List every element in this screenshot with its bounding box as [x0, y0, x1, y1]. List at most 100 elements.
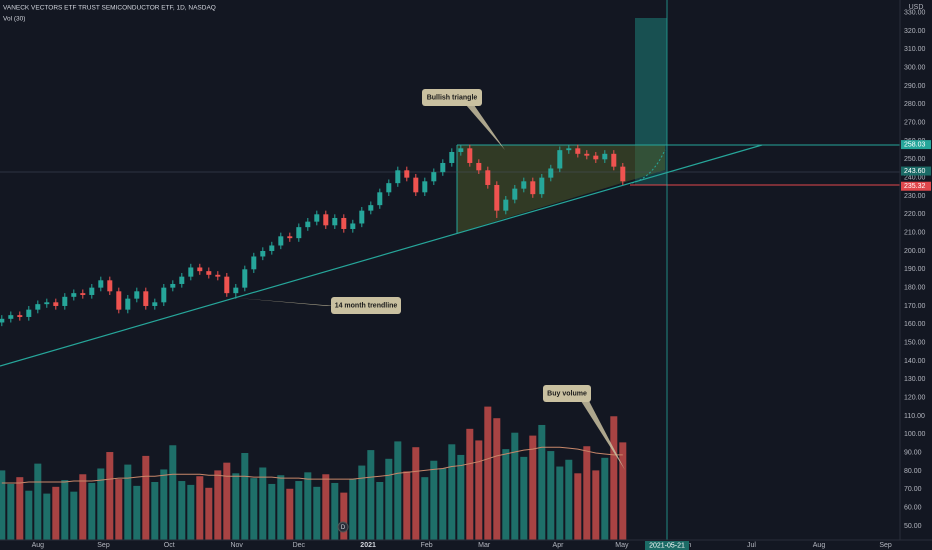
volume-bar: [430, 460, 438, 540]
volume-bar: [52, 486, 60, 540]
candle-body: [530, 181, 536, 195]
y-tick-label: 150.00: [904, 339, 926, 346]
volume-bar: [547, 451, 555, 540]
y-tick-label: 330.00: [904, 9, 926, 16]
y-tick-label: 140.00: [904, 358, 926, 365]
volume-bar: [484, 406, 492, 540]
y-tick-label: 200.00: [904, 248, 926, 255]
volume-bar: [403, 471, 411, 540]
volume-bar: [142, 455, 150, 540]
candle-body: [413, 177, 419, 193]
candle-body: [269, 245, 275, 251]
volume-bar: [241, 453, 249, 540]
y-tick-label: 50.00: [904, 523, 922, 530]
candle-body: [260, 250, 266, 257]
volume-bar: [169, 445, 177, 540]
y-tick-label: 120.00: [904, 394, 926, 401]
x-tick-label: Feb: [421, 542, 433, 549]
y-tick-label: 130.00: [904, 376, 926, 383]
volume-bar: [151, 482, 159, 540]
candle-body: [35, 304, 41, 310]
candle-body: [548, 168, 554, 178]
volume-bar: [583, 446, 591, 540]
y-tick-label: 90.00: [904, 449, 922, 456]
volume-bar: [124, 464, 132, 540]
candle-body: [125, 298, 131, 310]
volume-bar: [268, 483, 276, 540]
volume-bar: [367, 450, 375, 540]
volume-bar: [223, 462, 231, 540]
volume-bar: [466, 428, 474, 540]
price-label: 243.60: [904, 168, 926, 175]
callout-pointer: [237, 298, 335, 306]
callout-box: [331, 297, 401, 314]
candle-body: [26, 309, 32, 317]
candle-body: [386, 183, 392, 193]
candle-body: [359, 210, 365, 224]
y-tick-label: 270.00: [904, 119, 926, 126]
volume-bar: [601, 457, 609, 540]
volume-bar: [34, 463, 42, 540]
candle-body: [512, 188, 518, 200]
volume-bar: [187, 484, 195, 540]
volume-bar: [493, 418, 501, 540]
candle-body: [314, 214, 320, 222]
candle-body: [611, 153, 617, 167]
volume-bar: [70, 491, 78, 540]
candle-body: [494, 184, 500, 211]
crosshair-date-box: [645, 541, 689, 550]
crosshair-date: 2021-05-21: [649, 542, 685, 549]
volume-bar: [538, 424, 546, 540]
candle-body: [332, 217, 338, 226]
candle-body: [287, 236, 293, 239]
volume-bar: [277, 475, 285, 540]
volume-bar: [340, 492, 348, 540]
dividend-marker: [337, 521, 349, 533]
candle-body: [557, 150, 563, 169]
x-tick-label: Sep: [97, 542, 110, 549]
y-tick-label: 60.00: [904, 504, 922, 511]
x-tick-label: May: [615, 542, 629, 549]
candle-body: [521, 181, 527, 189]
volume-bar: [88, 482, 96, 540]
volume-bar: [250, 478, 258, 540]
y-tick-label: 300.00: [904, 64, 926, 71]
volume-bar: [439, 468, 447, 540]
y-tick-label: 180.00: [904, 284, 926, 291]
candle-body: [215, 274, 221, 277]
y-tick-label: 70.00: [904, 486, 922, 493]
candle-body: [134, 291, 140, 299]
candle-body: [152, 302, 158, 306]
candle-body: [620, 166, 626, 182]
candle-body: [242, 269, 248, 288]
volume-bar: [322, 474, 330, 540]
candle-body: [377, 192, 383, 206]
price-label-box: [901, 140, 931, 150]
candle-body: [278, 236, 284, 246]
volume-bar: [610, 416, 618, 540]
callout-box: [543, 385, 591, 402]
candle-body: [593, 155, 599, 160]
candle-body: [224, 276, 230, 294]
candle-body: [206, 271, 212, 275]
volume-ma: [1, 446, 623, 484]
candle-body: [143, 291, 149, 306]
volume-bar: [421, 477, 429, 540]
entry-zone: [635, 145, 667, 185]
candle-body: [584, 153, 590, 156]
candle-body: [89, 287, 95, 295]
candle-body: [161, 287, 167, 303]
volume-bar: [61, 480, 69, 540]
candle-body: [170, 283, 176, 288]
volume-bar: [178, 481, 186, 540]
candle-body: [368, 205, 374, 211]
volume-bar: [529, 435, 537, 540]
callout-box: [422, 89, 482, 106]
callout-pointer: [466, 105, 505, 150]
currency: USD: [909, 4, 924, 11]
candle-body: [62, 296, 68, 306]
candle-body: [449, 151, 455, 163]
volume-bar: [214, 470, 222, 540]
price-label-box: [901, 181, 931, 191]
callout-text: Buy volume: [547, 390, 587, 397]
